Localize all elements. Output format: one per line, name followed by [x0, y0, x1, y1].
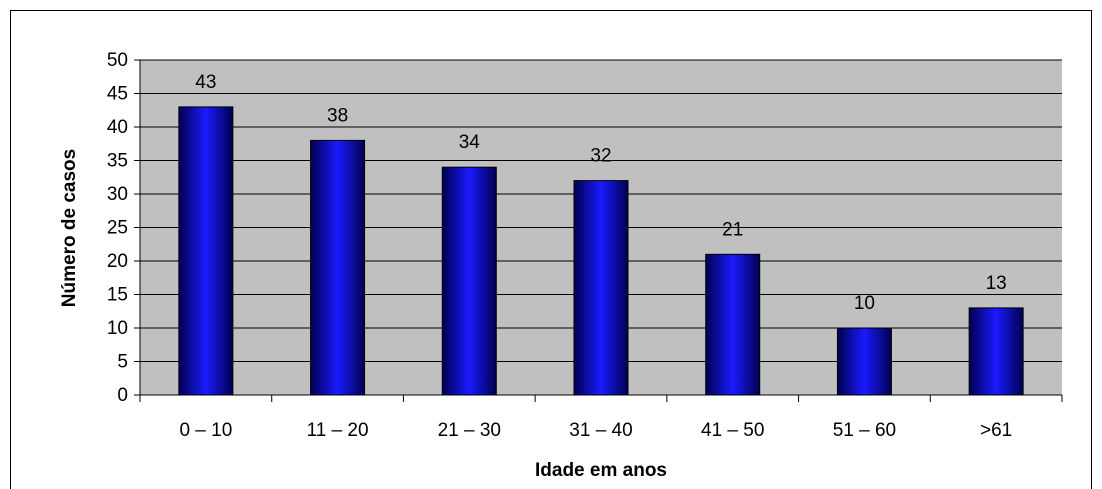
- x-tick-label: 21 – 30: [438, 420, 501, 441]
- bar: [573, 180, 629, 396]
- y-tick-label: 20: [107, 251, 128, 272]
- x-tick-label: 31 – 40: [569, 420, 632, 441]
- value-label: 43: [195, 72, 216, 93]
- y-tick-label: 0: [117, 385, 128, 406]
- x-tick-label: 41 – 50: [701, 420, 764, 441]
- bar: [310, 139, 366, 396]
- bar: [441, 166, 497, 396]
- value-label: 34: [459, 132, 481, 153]
- bar: [836, 327, 892, 396]
- x-axis-title: Idade em anos: [535, 460, 667, 481]
- value-label: 13: [986, 273, 1007, 294]
- value-label: 32: [590, 146, 611, 167]
- y-tick-label: 40: [107, 117, 128, 138]
- bar: [968, 307, 1024, 396]
- y-tick-label: 15: [107, 285, 128, 306]
- x-tick-label: 11 – 20: [307, 420, 369, 441]
- y-tick-label: 5: [117, 352, 128, 373]
- y-tick-label: 10: [107, 318, 128, 339]
- y-tick-label: 35: [107, 151, 128, 172]
- y-axis-title: Número de casos: [59, 149, 80, 307]
- x-tick-label: 0 – 10: [179, 420, 232, 441]
- y-tick-label: 45: [107, 84, 128, 105]
- value-label: 38: [327, 105, 348, 126]
- bar: [705, 253, 761, 396]
- y-tick-label: 30: [107, 184, 128, 205]
- bar: [178, 106, 234, 396]
- x-tick-label: 51 – 60: [833, 420, 896, 441]
- y-tick-label: 50: [107, 50, 128, 71]
- value-label: 10: [854, 293, 875, 314]
- x-tick-label: >61: [980, 420, 1012, 441]
- y-tick-label: 25: [107, 218, 128, 239]
- value-label: 21: [722, 219, 743, 240]
